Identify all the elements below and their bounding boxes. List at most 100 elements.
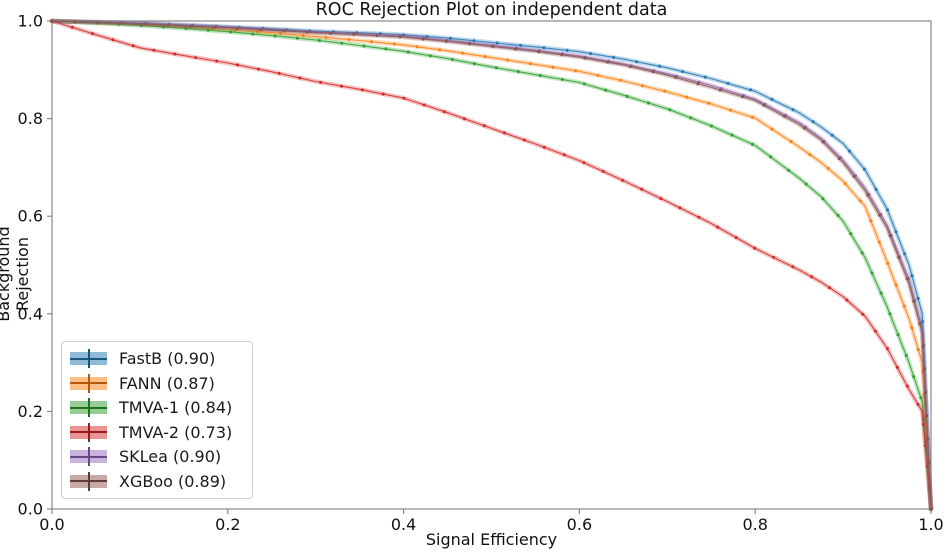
legend-errorbar-vline: [87, 373, 90, 393]
curve-marker: [612, 55, 616, 59]
x-tick-label: 0.0: [39, 515, 64, 534]
curve-marker: [858, 199, 862, 203]
legend-item-TMVA-1: TMVA-1 (0.84): [62, 396, 252, 420]
x-tick-label: 0.8: [742, 515, 767, 534]
curve-marker: [678, 206, 682, 210]
curve-marker: [791, 265, 795, 269]
curve-marker: [924, 414, 928, 418]
curve-marker: [641, 84, 644, 88]
legend-errorbar-swatch-icon: [70, 422, 107, 442]
curve-marker: [236, 63, 240, 67]
curve-marker: [877, 240, 881, 244]
curve-marker: [922, 368, 926, 372]
curve-marker: [762, 103, 766, 107]
legend-label: TMVA-1 (0.84): [119, 398, 233, 418]
curve-marker: [921, 345, 925, 349]
curve-marker: [582, 82, 586, 86]
curve-marker: [896, 333, 900, 337]
curve-marker: [537, 50, 541, 54]
curve-marker: [421, 37, 425, 41]
legend-label: FastB (0.90): [119, 349, 216, 369]
y-tick-label: 1.0: [18, 12, 43, 31]
curve-marker: [802, 126, 806, 130]
legend-label: SKLea (0.90): [119, 447, 222, 467]
curve-marker: [229, 30, 232, 34]
curve-marker: [50, 19, 54, 23]
roc-curve-TMVA-1: [51, 20, 932, 510]
legend-errorbar-vline: [87, 471, 90, 491]
legend-errorbar-vline: [87, 447, 90, 467]
roc-curve-XGBoo: [51, 20, 932, 510]
curve-marker: [894, 230, 898, 234]
curve-marker: [425, 35, 429, 38]
curve-marker: [370, 40, 374, 44]
curve-marker: [929, 507, 933, 511]
curve-marker: [305, 30, 309, 34]
curve-marker: [301, 34, 305, 37]
curve-marker: [189, 24, 193, 28]
curve-marker: [696, 82, 700, 86]
curve-marker: [560, 78, 564, 81]
curve-marker: [866, 193, 870, 197]
curve-marker: [516, 70, 520, 74]
curve-marker: [378, 32, 382, 36]
curve-marker: [918, 322, 922, 326]
curve-marker: [319, 80, 323, 84]
legend-label: TMVA-2 (0.73): [119, 422, 233, 442]
x-tick-label: 1.0: [918, 515, 943, 534]
curve-marker: [491, 45, 494, 48]
curve-marker: [601, 169, 605, 173]
curve-marker: [131, 44, 135, 48]
curve-marker: [852, 175, 856, 178]
curve-marker: [96, 21, 100, 24]
curve-marker: [741, 95, 744, 99]
curve-marker: [522, 138, 526, 142]
legend-errorbar-vline: [87, 398, 90, 418]
curve-marker: [494, 66, 498, 70]
curve-marker: [402, 96, 406, 100]
curve-marker: [769, 155, 773, 159]
curve-marker: [716, 225, 720, 229]
plot-spines: [51, 20, 932, 510]
curve-marker: [804, 182, 808, 186]
curve-marker: [895, 365, 899, 369]
curve-marker: [903, 252, 907, 256]
y-tick-label: 0.6: [18, 207, 43, 226]
curve-marker: [444, 39, 448, 43]
curve-marker: [910, 326, 914, 330]
curve-marker: [668, 108, 672, 112]
curve-marker: [70, 25, 74, 29]
curve-marker: [184, 27, 188, 30]
curve-marker: [734, 236, 738, 240]
curve-marker: [162, 25, 166, 29]
curve-marker: [640, 187, 644, 191]
curve-marker: [542, 145, 546, 149]
y-tick-label: 0.2: [18, 402, 43, 421]
curve-marker: [772, 255, 776, 259]
y-tick-label: 0.4: [18, 304, 43, 323]
curve-marker: [143, 22, 147, 26]
curve-marker: [482, 124, 486, 128]
curve-marker: [91, 32, 94, 36]
curve-marker: [916, 297, 920, 300]
x-axis-label: Signal Efficiency: [425, 530, 558, 549]
curve-marker: [318, 39, 322, 42]
curve-marker: [256, 30, 260, 34]
x-tick-label: 0.6: [567, 515, 592, 534]
curve-marker: [120, 21, 124, 25]
legend-errorbar-vline: [87, 349, 90, 369]
curve-marker: [194, 56, 198, 60]
curve-marker: [514, 47, 518, 51]
curve-marker: [707, 101, 711, 105]
curve-marker: [843, 182, 847, 186]
curve-marker: [674, 75, 677, 79]
curve-marker: [926, 437, 929, 441]
curve-marker: [860, 251, 864, 255]
curve-marker: [749, 88, 752, 92]
roc-curve-FANN: [51, 20, 932, 510]
curve-marker: [502, 131, 506, 135]
curve-marker: [902, 304, 906, 308]
curve-marker: [879, 291, 883, 295]
curve-marker: [495, 41, 499, 45]
